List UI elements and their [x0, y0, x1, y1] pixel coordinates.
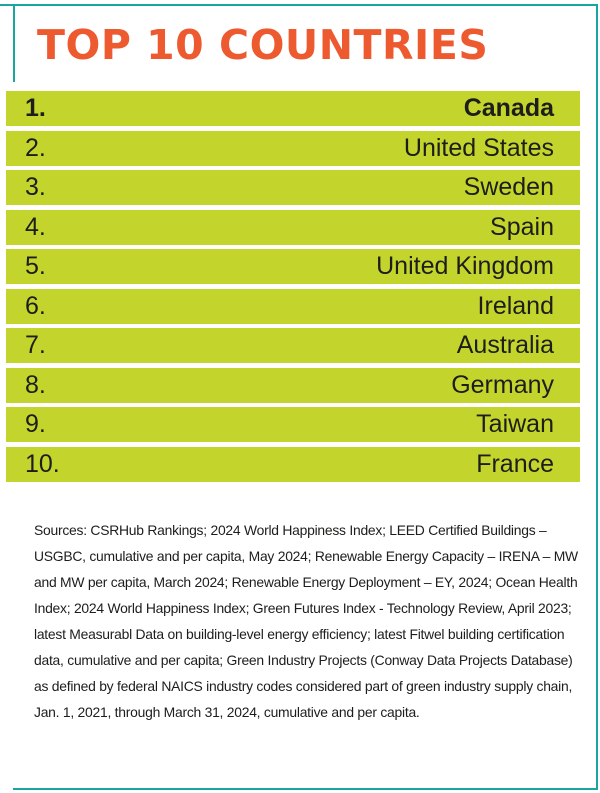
country-name: Canada — [463, 94, 554, 122]
ranking-row: 10. France — [6, 446, 580, 482]
country-name: France — [476, 449, 554, 478]
ranking-row: 9. Taiwan — [6, 407, 580, 442]
rank-number: 3. — [25, 173, 46, 201]
frame-bottom-border — [13, 788, 598, 790]
rank-number: 10. — [25, 449, 60, 478]
frame-right-border — [596, 4, 598, 790]
ranking-row: 7. Australia — [6, 328, 580, 363]
rank-number: 4. — [25, 212, 46, 241]
ranking-row: 2. United States — [6, 130, 580, 166]
ranking-row: 8. Germany — [6, 367, 580, 403]
rank-number: 6. — [25, 291, 46, 320]
sources-note: Sources: CSRHub Rankings; 2024 World Hap… — [34, 522, 578, 720]
rank-number: 5. — [25, 252, 46, 280]
country-name: United States — [403, 133, 554, 162]
ranking-row: 6. Ireland — [6, 288, 580, 324]
rank-number: 1. — [25, 94, 46, 122]
country-name: Germany — [451, 370, 554, 399]
ranking-row: 1. Canada — [6, 91, 580, 126]
country-name: Taiwan — [476, 410, 554, 438]
rank-number: 2. — [25, 133, 46, 162]
country-name: United Kingdom — [376, 252, 554, 280]
ranking-list: 1. Canada 2. United States 3. Sweden 4. … — [6, 91, 580, 486]
ranking-row: 3. Sweden — [6, 170, 580, 205]
ranking-row: 4. Spain — [6, 209, 580, 245]
rank-number: 9. — [25, 410, 46, 438]
frame-left-border — [13, 4, 15, 82]
frame-top-border — [0, 4, 596, 6]
rank-number: 7. — [25, 331, 46, 359]
country-name: Australia — [456, 331, 554, 359]
country-name: Ireland — [477, 291, 554, 320]
country-name: Sweden — [463, 173, 554, 201]
country-name: Spain — [490, 212, 554, 241]
page-title: TOP 10 COUNTRIES — [37, 21, 489, 69]
ranking-row: 5. United Kingdom — [6, 249, 580, 284]
rank-number: 8. — [25, 370, 46, 399]
